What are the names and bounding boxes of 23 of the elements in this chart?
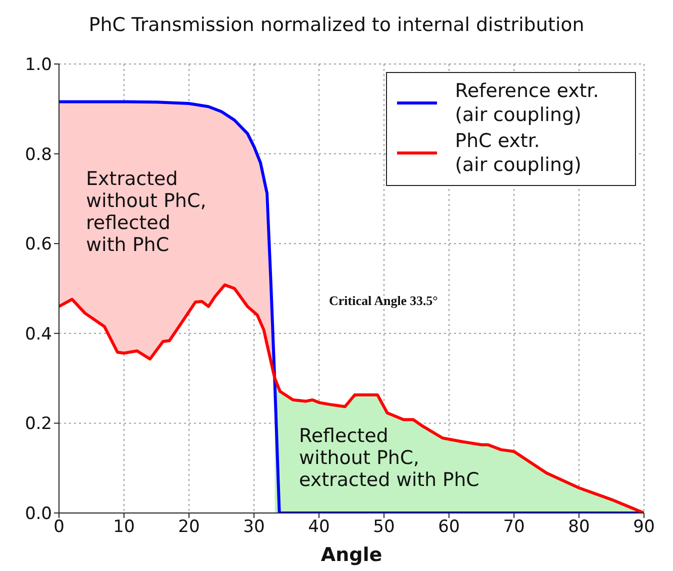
x-tick-label: 70: [503, 517, 525, 538]
x-tick-label: 10: [113, 517, 135, 538]
x-tick-label: 80: [568, 517, 590, 538]
x-axis-title: Angle: [320, 544, 382, 566]
annotation: Extracted without PhC, reflected with PhC: [86, 168, 206, 256]
x-tick-label: 90: [633, 517, 655, 538]
y-tick-label: 0.6: [24, 234, 52, 255]
legend-label: PhC extr. (air coupling): [455, 129, 582, 177]
x-tick-label: 60: [438, 517, 460, 538]
y-tick-label: 1.0: [24, 55, 52, 76]
annotation: Critical Angle 33.5°: [329, 293, 438, 309]
y-tick-label: 0.4: [24, 324, 52, 344]
y-tick-label: 0.8: [24, 144, 52, 165]
chart-title: PhC Transmission normalized to internal distribution: [88, 14, 586, 36]
x-tick-label: 40: [308, 517, 330, 538]
y-tick-label: 0.0: [24, 504, 52, 524]
x-tick-label: 20: [178, 517, 200, 538]
x-tick-label: 30: [243, 517, 265, 538]
x-tick-label: 0: [54, 517, 64, 538]
x-tick-label: 50: [373, 517, 395, 538]
legend-label: Reference extr. (air coupling): [455, 79, 599, 127]
y-tick-label: 0.2: [24, 414, 52, 434]
annotation: Reflected without PhC, extracted with PhC: [299, 425, 480, 492]
